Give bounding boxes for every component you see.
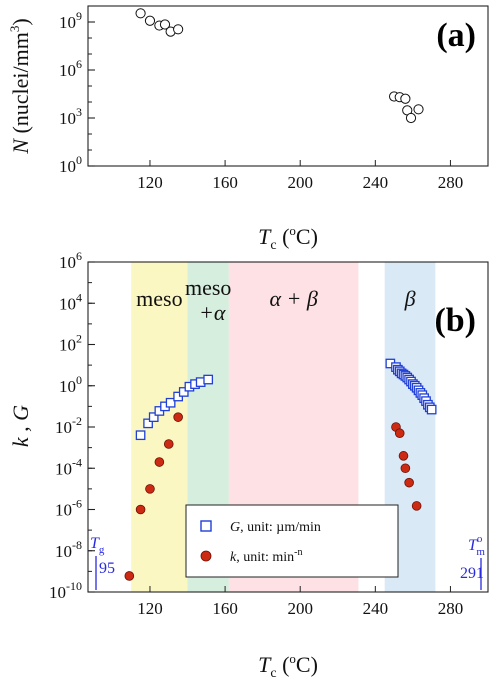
data-point-k <box>411 501 422 511</box>
legend-marker-k <box>200 550 212 562</box>
panel-a-y-tick-labels: 100 103 106 109 <box>59 9 82 176</box>
x-tick-label: 280 <box>438 599 464 618</box>
x-tick-label: 120 <box>137 599 163 618</box>
data-point-k <box>154 457 165 467</box>
data-point-G <box>426 404 437 415</box>
data-point <box>135 8 146 19</box>
panel-b-y-ticks <box>88 261 95 593</box>
y-tick-label: 10-10 <box>49 579 82 602</box>
data-point-k <box>404 477 414 488</box>
data-point-G <box>143 418 153 429</box>
tg-value: 95 <box>99 560 115 577</box>
panel-b-x-ticks <box>149 586 451 592</box>
x-tick-label: 120 <box>137 173 163 192</box>
panel-a-points <box>135 8 424 124</box>
y-tick-label: 103 <box>59 105 82 128</box>
data-point-k <box>173 412 183 422</box>
x-tick-label: 280 <box>438 173 464 192</box>
data-point-k <box>135 504 146 515</box>
data-point-G <box>148 412 159 423</box>
panel-a-x-title: Tc (oC) <box>258 223 318 253</box>
tg-annotation: Tg 95 <box>90 535 115 590</box>
legend-label-G: G, unit: µm/min <box>230 520 321 535</box>
data-point <box>405 112 417 124</box>
data-point-k <box>394 428 405 439</box>
data-point-k <box>400 463 411 474</box>
y-tick-label: 10-6 <box>55 497 82 520</box>
region-label: β <box>404 286 416 311</box>
x-tick-label: 200 <box>287 173 313 192</box>
y-tick-label: 102 <box>59 332 82 355</box>
x-tick-label: 160 <box>212 599 238 618</box>
data-point <box>144 15 156 26</box>
y-tick-label: 106 <box>59 57 82 80</box>
data-point-k <box>398 451 409 461</box>
data-point <box>413 104 424 115</box>
y-tick-label: 10-4 <box>55 455 82 478</box>
panel-a-frame <box>87 5 489 167</box>
data-point-k <box>163 439 174 449</box>
x-tick-label: 240 <box>363 599 389 618</box>
y-tick-label: 106 <box>59 249 82 272</box>
panel-b-legend: G, unit: µm/min k, unit: min-n <box>185 504 399 578</box>
panel-b-tag: (b) <box>434 302 476 339</box>
legend-marker-G <box>200 520 212 532</box>
data-point-G <box>165 397 176 408</box>
panel-b-x-title: Tc (oC) <box>258 651 318 681</box>
data-point-G <box>203 374 214 385</box>
panel-a-y-title: N (nuclei/mm3) <box>7 18 33 154</box>
panel-a-x-ticks <box>149 160 451 166</box>
data-point <box>159 19 171 30</box>
data-point-G <box>178 387 189 397</box>
tm-value: 291 <box>460 565 484 582</box>
region-band <box>131 262 188 592</box>
panel-a-x-tick-labels: 120 160 200 240 280 <box>137 173 463 192</box>
tg-symbol: Tg <box>90 535 105 556</box>
data-point <box>173 24 184 35</box>
panel-b-points <box>124 358 437 581</box>
x-tick-label: 160 <box>212 173 238 192</box>
x-tick-label: 200 <box>287 599 313 618</box>
y-tick-label: 10-2 <box>55 414 82 437</box>
y-tick-label: 104 <box>59 290 82 313</box>
y-tick-label: 109 <box>59 9 82 32</box>
region-label: meso <box>136 286 182 311</box>
legend-box <box>185 504 399 578</box>
x-tick-label: 240 <box>363 173 389 192</box>
data-point-G <box>135 430 146 441</box>
region-label: α + β <box>269 286 317 311</box>
panel-b-x-tick-labels: 120 160 200 240 280 <box>137 599 463 618</box>
panel-a-tag: (a) <box>436 17 476 54</box>
data-point <box>400 93 411 104</box>
panel-a-y-ticks <box>88 5 95 167</box>
panel-b-y-title: k , G <box>8 405 33 447</box>
y-tick-label: 100 <box>59 373 82 396</box>
y-tick-label: 10-8 <box>55 538 82 561</box>
data-point-k <box>145 484 155 494</box>
tm-symbol: To m <box>468 533 485 558</box>
region-label: +α <box>199 300 226 325</box>
region-label: meso <box>185 275 231 300</box>
panel-b-y-tick-labels: 10-10 10-8 10-6 10-4 10-2 100 102 104 106 <box>49 249 82 602</box>
tm-annotation: To m 291 <box>460 533 485 590</box>
y-tick-label: 100 <box>59 153 82 176</box>
data-point-k <box>124 571 135 581</box>
legend-label-k: k, unit: min-n <box>230 547 303 565</box>
panel-a: 120 160 200 240 280 100 103 106 109 (a) Tc (oC)… <box>7 5 489 253</box>
